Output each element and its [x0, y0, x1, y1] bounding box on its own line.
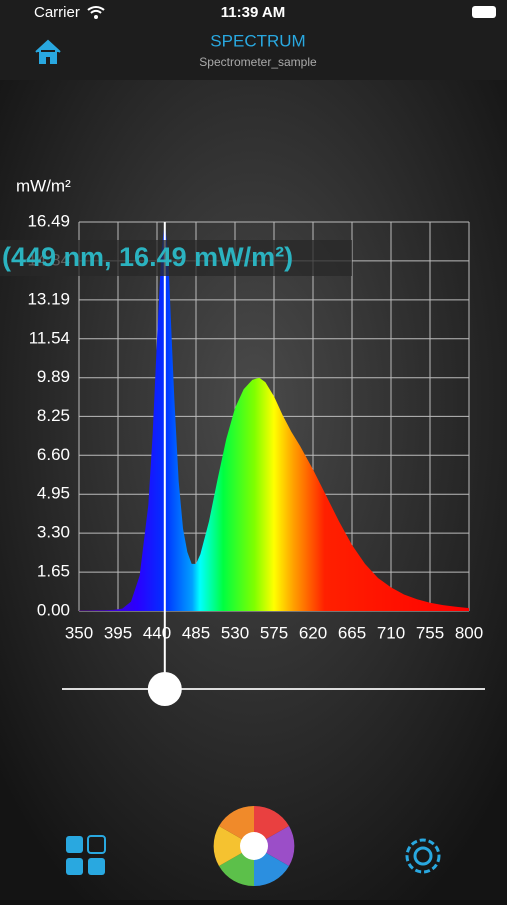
y-tick-label: 9.89	[37, 367, 70, 386]
nav-bar	[0, 0, 507, 80]
nav-title: SPECTRUM	[210, 31, 305, 50]
annotation: (449 nm, 16.49 mW/m²)	[2, 242, 293, 272]
nav-subtitle: Spectrometer_sample	[199, 55, 317, 69]
tile	[66, 858, 83, 875]
annotation-bg	[0, 240, 352, 276]
time: 11:39 AM	[221, 4, 285, 21]
x-tick-label: 575	[260, 623, 288, 642]
tile	[87, 835, 106, 854]
carrier: Carrier	[34, 4, 80, 21]
x-tick-label: 440	[143, 623, 171, 642]
slider-thumb[interactable]	[147, 672, 182, 706]
capture-button[interactable]	[213, 805, 295, 887]
y-tick-label: 11.54	[29, 328, 70, 347]
tile	[88, 858, 105, 875]
y-tick-label: 6.60	[37, 445, 70, 464]
x-tick-label: 620	[299, 623, 327, 642]
x-tick-label: 485	[182, 623, 210, 642]
y-tick-label: 4.95	[37, 484, 70, 503]
y-tick-label: 1.65	[37, 562, 70, 581]
home-button[interactable]	[35, 39, 61, 64]
wifi-icon	[87, 6, 105, 14]
x-tick-label: 755	[416, 623, 444, 642]
x-tick-label: 395	[104, 623, 132, 642]
wifi-dot	[94, 15, 98, 19]
x-tick-label: 665	[338, 623, 366, 642]
x-tick-label: 710	[377, 623, 405, 642]
y-tick-label: 0.00	[37, 600, 70, 619]
x-tick-label: 800	[455, 623, 483, 642]
tile	[66, 836, 83, 853]
y-tick-label: 13.19	[27, 289, 70, 308]
y-tick-label: 8.25	[37, 406, 70, 425]
x-tick-label: 530	[221, 623, 249, 642]
settings-button[interactable]	[405, 838, 441, 874]
x-tick-label: 350	[65, 623, 93, 642]
battery	[472, 6, 496, 18]
y-tick-label: 3.30	[37, 523, 70, 542]
y-axis-label: mW/m²	[16, 176, 71, 195]
spectrum-area	[79, 222, 469, 611]
y-tick-label: 16.49	[27, 211, 70, 230]
dashboard-button[interactable]	[66, 835, 106, 875]
